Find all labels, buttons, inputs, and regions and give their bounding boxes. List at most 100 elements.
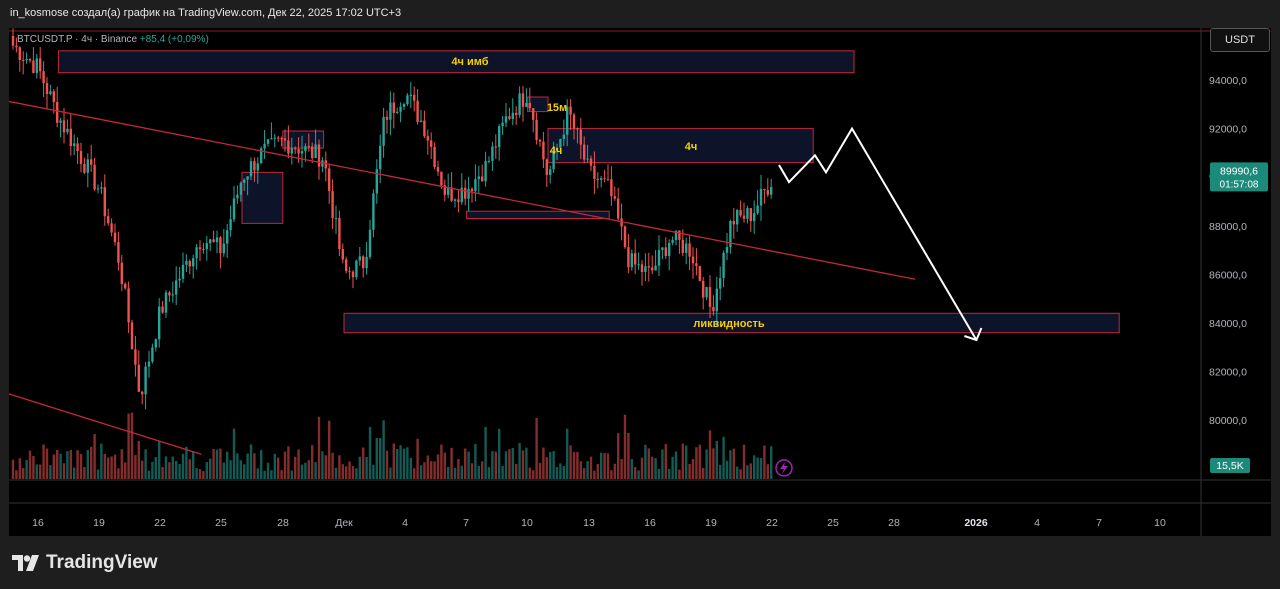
volume-bar <box>175 460 178 479</box>
candle-body <box>457 199 460 203</box>
candle-body <box>423 120 426 137</box>
trend-line[interactable] <box>9 75 916 280</box>
candle-body <box>124 283 127 289</box>
volume-bar <box>440 444 443 479</box>
symbol-legend[interactable]: BTCUSDT.P · 4ч · Binance +85,4 (+0,09%) <box>17 34 209 45</box>
volume-bar <box>22 468 25 479</box>
candle-body <box>144 366 147 395</box>
volume-bar <box>294 456 297 479</box>
volume-bar <box>96 469 100 479</box>
volume-bar <box>623 414 627 479</box>
candle-body <box>504 116 508 123</box>
candle-body <box>113 232 117 243</box>
volume-bar <box>93 434 96 479</box>
volume-bar <box>141 460 144 479</box>
volume-bar <box>661 449 664 479</box>
volume-bar <box>593 470 596 479</box>
chart-panel[interactable]: 94000,092000,090000,088000,086000,084000… <box>9 28 1271 536</box>
volume-bar <box>753 455 756 479</box>
volume-bar <box>239 460 242 479</box>
volume-bar <box>559 463 562 479</box>
candle-body <box>178 278 181 281</box>
volume-bar <box>324 455 327 479</box>
volume-bar <box>617 433 620 479</box>
zone-box[interactable] <box>241 171 284 224</box>
candle-body <box>90 159 93 165</box>
candle-body <box>86 159 89 173</box>
volume-bar <box>756 457 759 479</box>
volume-bar <box>474 443 477 479</box>
volume-bar <box>28 450 32 479</box>
candle-body <box>430 140 433 147</box>
candle-body <box>627 247 630 268</box>
candle-body <box>620 218 623 227</box>
candle-body <box>521 93 525 107</box>
volume-bar <box>11 459 15 479</box>
projection-path[interactable] <box>778 126 978 341</box>
candle-body <box>753 213 756 222</box>
candle-body <box>719 278 722 289</box>
volume-bar <box>705 449 708 479</box>
volume-bar <box>419 465 423 479</box>
volume-bar <box>59 453 62 479</box>
zone-label-liquidity: ликвидность <box>693 318 764 330</box>
volume-bar <box>321 451 324 479</box>
volume-bar <box>589 456 593 479</box>
volume-bar <box>379 438 382 479</box>
volume-bar <box>212 448 215 479</box>
volume-bar <box>375 437 378 479</box>
zone-box[interactable] <box>547 128 814 164</box>
volume-bar <box>504 451 508 479</box>
zone-box[interactable] <box>57 50 855 74</box>
candle-body <box>181 264 185 279</box>
zone-label-4h-small: 4ч <box>550 145 563 157</box>
volume-bar <box>52 454 55 479</box>
volume-bar <box>83 467 86 479</box>
volume-bar <box>79 453 83 479</box>
volume-bar <box>525 447 528 479</box>
volume-bar <box>742 444 746 479</box>
candle-body <box>555 147 559 151</box>
candle-body <box>579 129 582 145</box>
candle-body <box>185 261 188 265</box>
zone-box[interactable] <box>343 312 1120 334</box>
candle-body <box>678 230 681 240</box>
volume-bar <box>205 462 208 479</box>
zone-box[interactable] <box>282 130 325 149</box>
chart-author-title: in_kosmose создал(а) график на TradingVi… <box>10 7 402 19</box>
candle-body <box>623 226 627 248</box>
volume-bar <box>127 413 130 479</box>
volume-bar <box>681 443 684 479</box>
tradingview-logo[interactable]: TradingView <box>12 552 158 574</box>
price-tick-label: 92000,0 <box>1209 124 1247 136</box>
candle-body <box>96 188 100 190</box>
volume-bar <box>188 459 191 479</box>
candle-body <box>549 169 552 175</box>
candle-body <box>307 146 310 148</box>
candle-body <box>725 247 729 253</box>
volume-bar <box>331 452 334 479</box>
volume-bar <box>147 470 151 479</box>
volume-bar <box>613 463 616 479</box>
flash-icon[interactable] <box>775 459 793 477</box>
volume-bar <box>508 449 511 479</box>
zone-box[interactable] <box>465 210 610 220</box>
volume-bar <box>62 463 66 479</box>
price-chart[interactable]: 94000,092000,090000,088000,086000,084000… <box>9 28 1271 536</box>
volume-bar <box>334 467 338 479</box>
projection-arrowhead <box>964 327 983 342</box>
volume-bar <box>671 456 674 479</box>
price-tick-label: 84000,0 <box>1209 318 1247 330</box>
candle-body <box>294 148 297 150</box>
trend-line[interactable] <box>9 333 202 455</box>
volume-bar <box>15 470 18 479</box>
currency-button[interactable]: USDT <box>1210 28 1270 52</box>
candle-body <box>569 106 572 115</box>
volume-bar <box>722 436 725 479</box>
candle-body <box>164 292 168 313</box>
volume-bar <box>484 426 487 479</box>
price-tick-label: 86000,0 <box>1209 269 1247 281</box>
volume-bar <box>436 454 440 479</box>
candle-body <box>545 159 548 175</box>
volume-bar <box>304 462 307 479</box>
